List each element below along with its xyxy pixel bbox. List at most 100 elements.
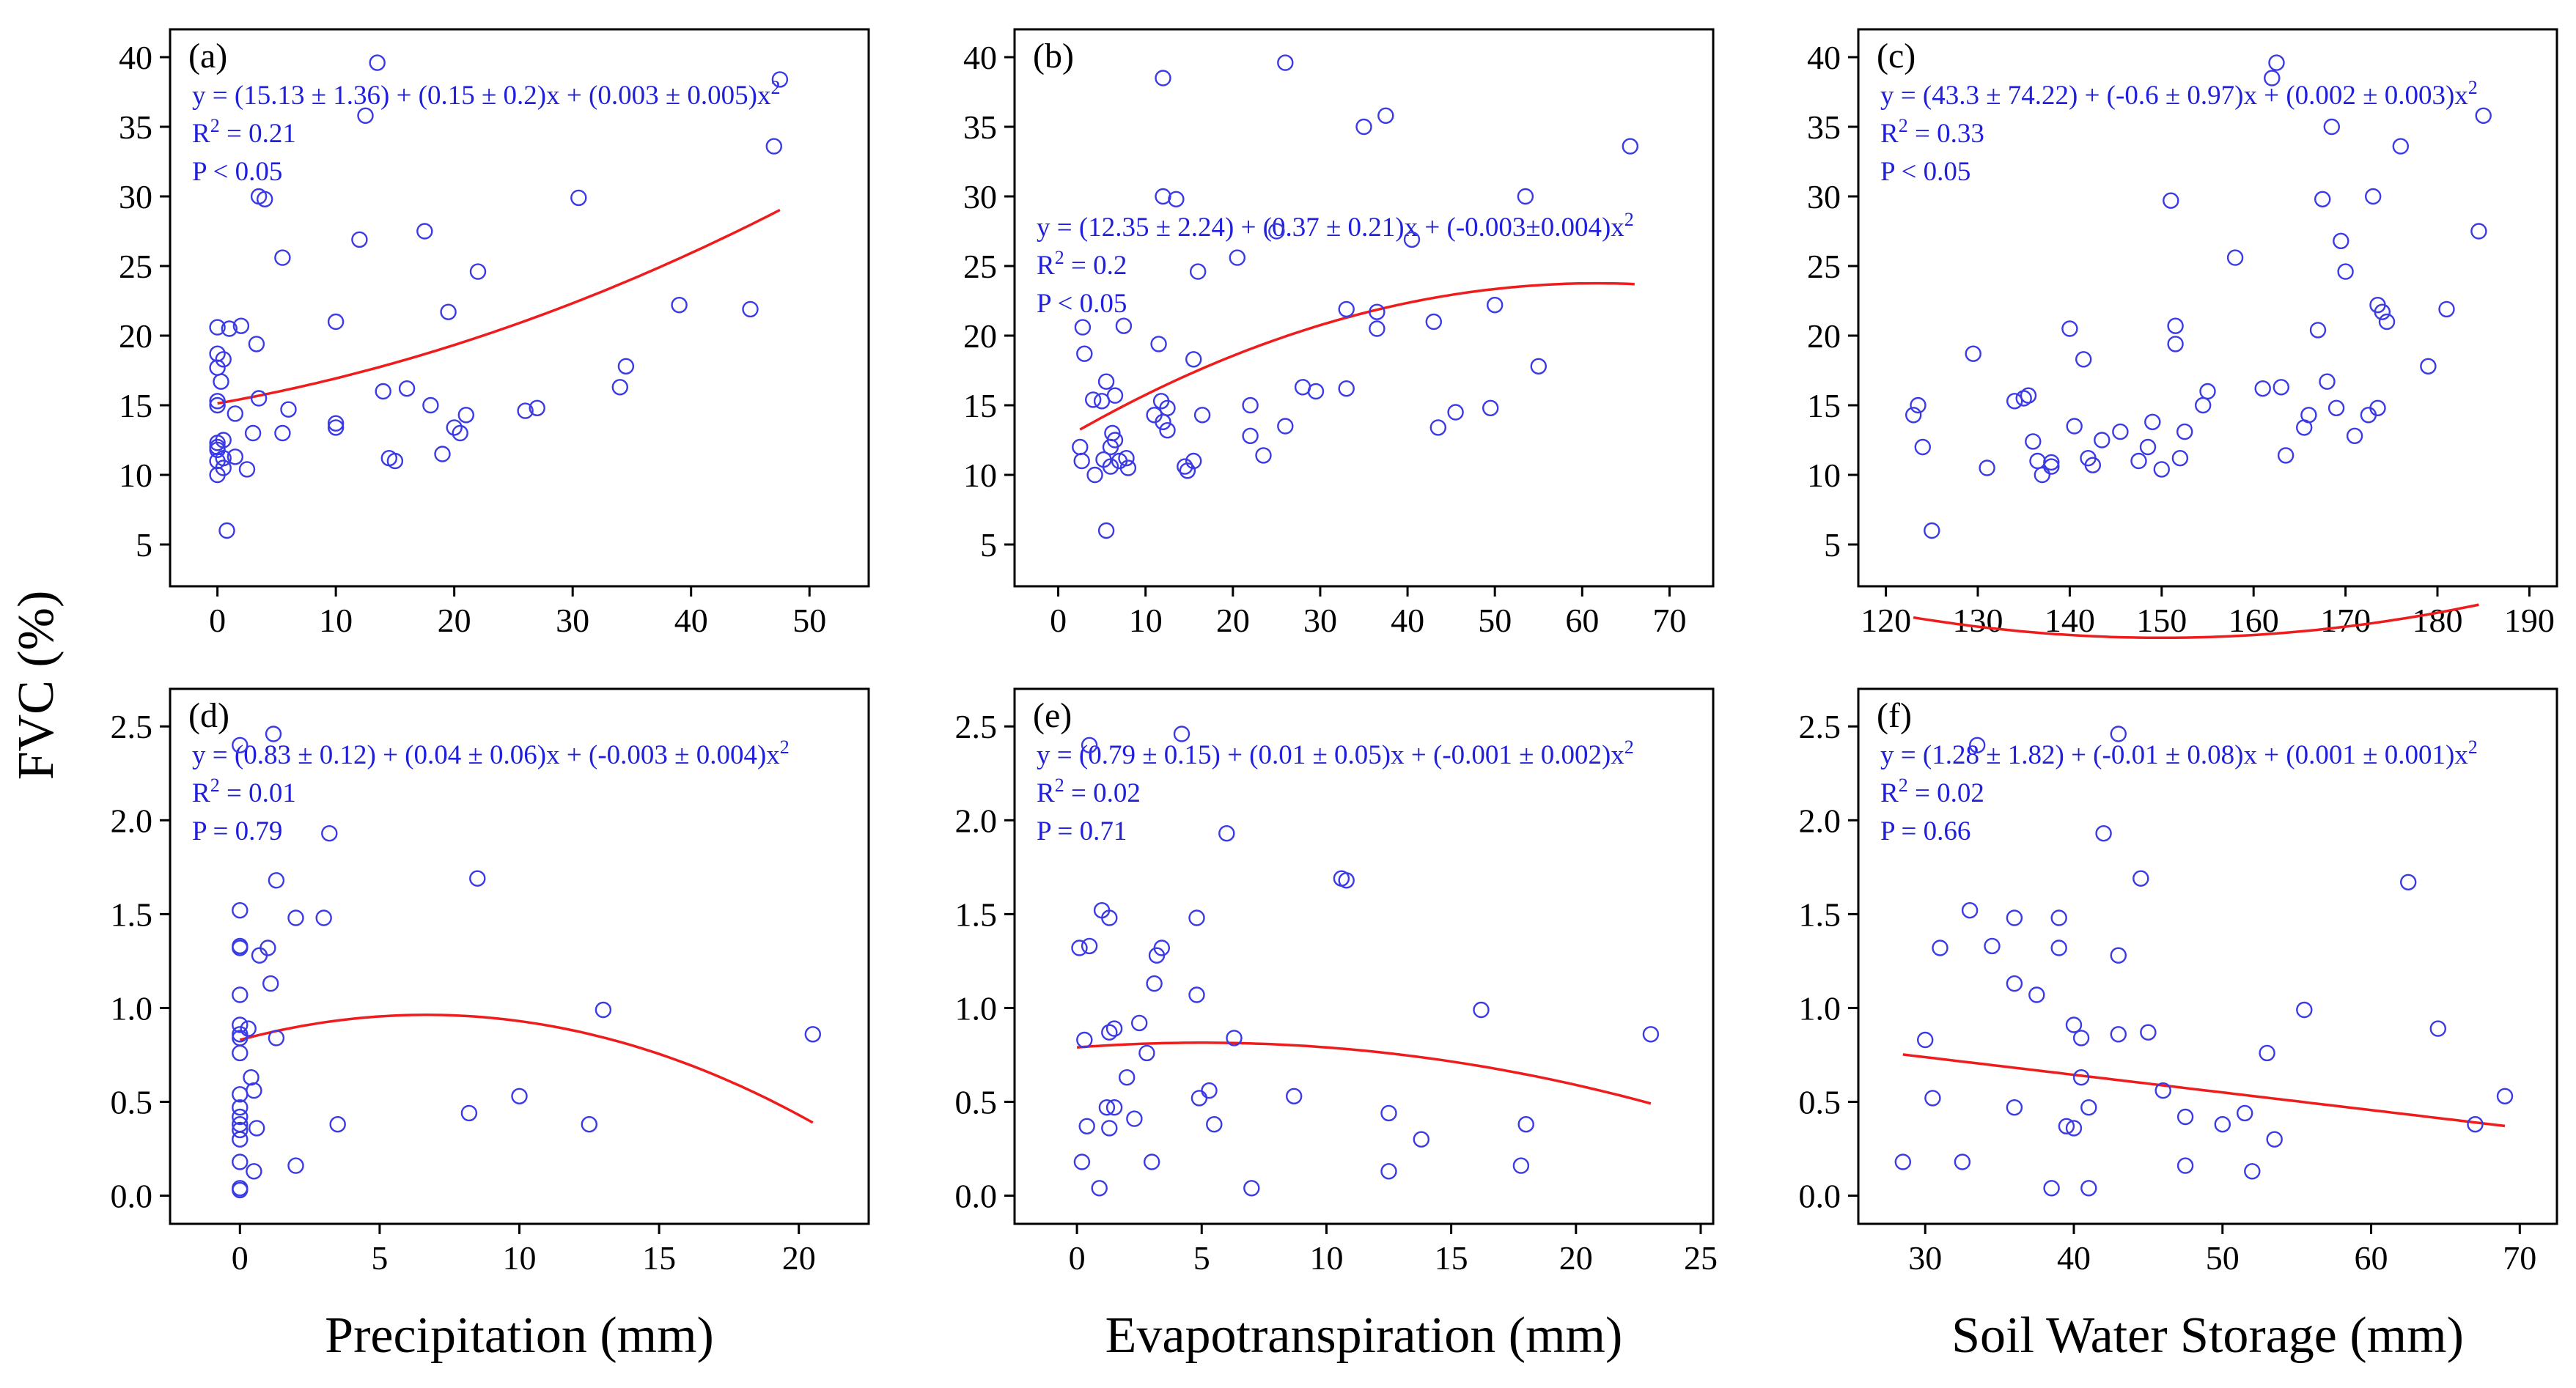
- data-point: [1168, 191, 1185, 207]
- p-value: P < 0.05: [1037, 289, 1127, 319]
- data-point: [1403, 231, 1421, 248]
- data-point: [1081, 937, 1098, 955]
- data-point: [1355, 118, 1372, 136]
- data-point: [209, 396, 226, 414]
- data-point: [1512, 1157, 1530, 1174]
- data-point: [2346, 427, 2363, 444]
- data-point: [1447, 404, 1464, 421]
- y-tick-label: 40: [1807, 39, 1841, 76]
- r-squared: R2 = 0.02: [1880, 775, 1984, 808]
- data-point: [1101, 909, 1118, 926]
- data-point: [2084, 457, 2102, 473]
- data-point: [1924, 1090, 1941, 1107]
- data-point: [1473, 1001, 1490, 1019]
- data-point: [2029, 452, 2046, 470]
- x-tick-label: 30: [556, 602, 589, 639]
- y-tick-label: 2.0: [955, 802, 998, 839]
- data-point: [215, 351, 232, 368]
- fit-curve: [1076, 1041, 1652, 1105]
- data-point: [2072, 1030, 2090, 1046]
- data-point: [2034, 466, 2051, 484]
- data-point: [268, 1030, 285, 1046]
- fit-equation: y = (1.28 ± 1.82) + (-0.01 ± 0.08)x + (0…: [1880, 737, 2478, 770]
- data-point: [2050, 909, 2067, 926]
- y-tick-label: 40: [119, 39, 152, 76]
- data-point: [321, 824, 338, 842]
- data-point: [2020, 387, 2037, 404]
- data-point: [1097, 522, 1115, 539]
- data-point: [2475, 107, 2492, 125]
- x-tick-label: 20: [438, 602, 471, 639]
- fit-equation: y = (43.3 ± 74.22) + (-0.6 ± 0.97)x + (0…: [1880, 77, 2478, 111]
- data-point: [232, 1044, 249, 1062]
- data-point: [1105, 1020, 1123, 1037]
- x-tick-label: 130: [1953, 602, 2003, 639]
- data-point: [595, 1001, 612, 1019]
- data-point: [2337, 263, 2354, 280]
- data-point: [1380, 1163, 1397, 1180]
- y-tick-label: 2.0: [1799, 802, 1841, 839]
- data-point: [1098, 1099, 1116, 1116]
- data-point: [529, 399, 545, 416]
- data-point: [1118, 1068, 1136, 1086]
- x-tick-label: 70: [2503, 1239, 2536, 1277]
- data-point: [1173, 726, 1191, 742]
- data-point: [2438, 300, 2455, 318]
- data-point: [1155, 188, 1171, 205]
- data-point: [1153, 940, 1171, 956]
- data-point: [2075, 351, 2092, 368]
- data-point: [2378, 313, 2396, 331]
- plot-frame: [1857, 28, 2558, 588]
- x-tick-label: 40: [674, 602, 708, 639]
- data-point: [570, 189, 587, 207]
- data-point: [617, 358, 635, 374]
- data-point: [1072, 438, 1089, 456]
- fit-equation-body: y = (1.28 ± 1.82) + (-0.01 ± 0.08)x + (0…: [1880, 740, 2468, 770]
- data-point: [1101, 1120, 1118, 1137]
- fit-curve: [1079, 281, 1635, 431]
- r-squared-value: 0.02: [1937, 778, 1984, 808]
- x-tick-label: 20: [1559, 1239, 1593, 1277]
- x-tick-label: 0: [1050, 602, 1067, 639]
- data-point: [2110, 947, 2127, 964]
- data-point: [2080, 1180, 2097, 1197]
- fit-curve: [1902, 1053, 2506, 1128]
- data-point: [1910, 396, 1927, 414]
- data-point: [1979, 459, 1995, 476]
- x-tick-label: 50: [792, 602, 826, 639]
- y-tick-label: 0.5: [1799, 1084, 1841, 1121]
- data-point: [1081, 737, 1098, 753]
- fit-equation-exponent: 2: [2468, 77, 2478, 98]
- x-tick-label: 20: [1216, 602, 1250, 639]
- data-point: [1130, 1014, 1148, 1032]
- panel-d: 0 5 10 15 20 0.0 0.5 1.0 1.5 2.0 2.5 (d) y = (0.83 ±…: [111, 687, 870, 1364]
- data-point: [1642, 1026, 1660, 1043]
- data-point: [246, 1082, 262, 1099]
- data-point: [2309, 322, 2327, 339]
- y-tick-label: 20: [963, 317, 997, 355]
- data-point: [2273, 379, 2290, 396]
- data-point: [221, 320, 238, 337]
- panel-label: (b): [1033, 37, 1074, 75]
- x-tick-label: 60: [1565, 602, 1599, 639]
- data-point: [2420, 358, 2437, 374]
- panel-label: (c): [1877, 37, 1916, 75]
- fit-equation-exponent: 2: [780, 737, 790, 758]
- y-tick-label: 5: [136, 526, 152, 564]
- data-point: [1894, 1153, 1912, 1170]
- x-tick-label: 20: [782, 1239, 816, 1277]
- data-point: [2327, 399, 2345, 416]
- data-point: [1118, 450, 1135, 467]
- data-point: [2470, 223, 2487, 240]
- y-tick-label: 2.0: [111, 802, 153, 839]
- data-point: [2392, 138, 2410, 155]
- fit-equation-exponent: 2: [1624, 737, 1634, 758]
- y-tick-label: 20: [1807, 317, 1841, 355]
- x-tick-label: 40: [2057, 1239, 2091, 1277]
- data-point: [329, 1115, 346, 1133]
- panel-a: 0 10 20 30 40 50 5 10 15 20 25 30 35 40 (a) y = (15.13 …: [119, 28, 870, 639]
- fit-curve: [217, 208, 781, 405]
- y-tick-label: 2.5: [955, 708, 998, 745]
- y-tick-label: 1.5: [1799, 896, 1841, 933]
